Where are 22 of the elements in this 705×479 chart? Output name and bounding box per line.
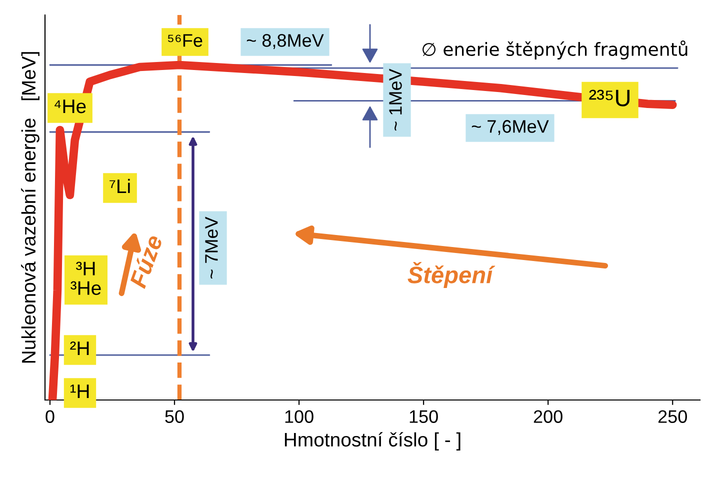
annotation: ²H — [70, 342, 89, 356]
text: ∅ enerie štěpných fragmentů — [422, 40, 688, 60]
annotation: ~ 7MeV — [205, 216, 218, 279]
annotation: ⁴He — [54, 100, 86, 114]
x-tick-label: 150 — [410, 410, 438, 423]
x-tick-label: 0 — [46, 410, 54, 423]
text: ⁵⁶Fe — [168, 34, 202, 47]
x-tick-label: 250 — [658, 410, 687, 423]
annotation: ³H ³He — [70, 262, 101, 295]
x-axis-title: Hmotnostní číslo [ - ] — [284, 432, 460, 450]
annotation: ¹H — [70, 384, 89, 398]
annotation: Štěpení — [408, 262, 496, 288]
annotation: ²³⁵U — [589, 90, 630, 106]
x-tick-label: 200 — [534, 410, 562, 423]
text: ~ 8,8MeV — [246, 34, 324, 49]
y-axis-title: Nukleonová vazební energie [MeV] — [21, 52, 40, 363]
x-tick-label: 100 — [285, 410, 314, 423]
x-tick-label: 50 — [165, 410, 184, 423]
annotation: ~ 7,6MeV — [472, 120, 549, 135]
annotation: ~ 1MeV — [389, 68, 402, 131]
annotation: Fúze — [128, 234, 163, 290]
annotation: ⁷Li — [110, 178, 130, 194]
